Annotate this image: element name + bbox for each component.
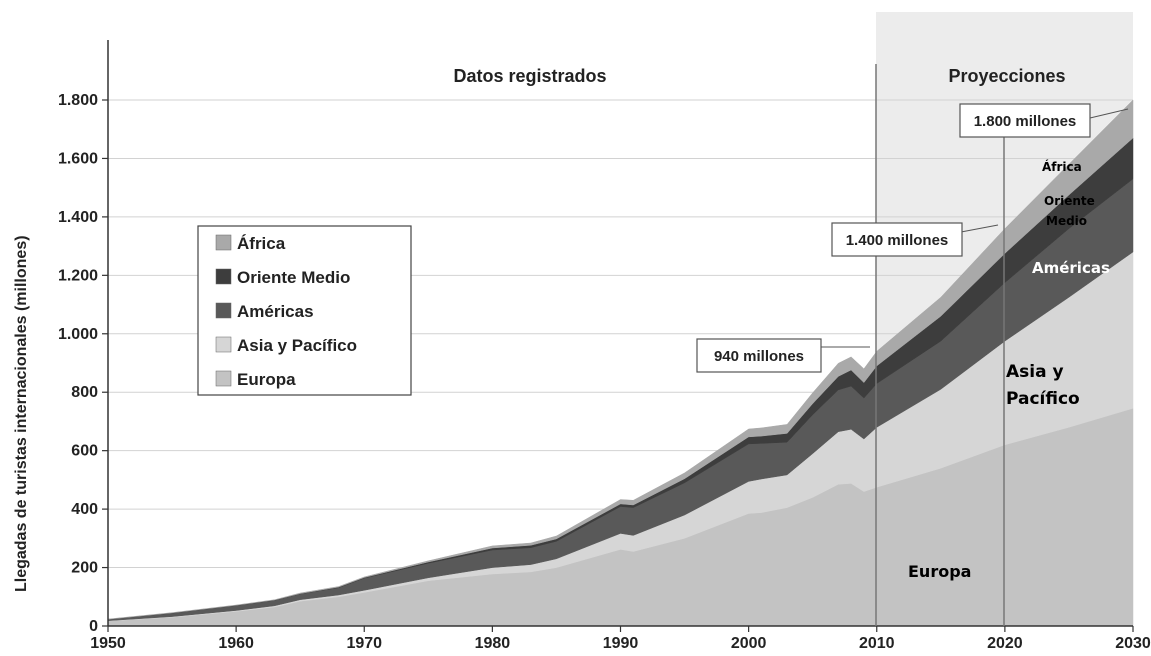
x-tick-label: 1990	[603, 635, 639, 652]
y-tick-label: 1.400	[58, 209, 98, 226]
legend: África Oriente Medio Américas Asia y Pacífi…	[197, 225, 412, 396]
label-oriente: Oriente	[1044, 194, 1095, 208]
legend-label: Asia y Pacífico	[237, 336, 357, 355]
y-tick-label: 1.200	[58, 267, 98, 284]
legend-swatch	[215, 234, 232, 251]
callout-940-box	[696, 338, 822, 373]
x-tick-label: 1950	[90, 635, 126, 652]
legend-swatch	[215, 302, 232, 319]
section-projections-label: Proyecciones	[948, 66, 1065, 86]
label-africa: África	[1042, 159, 1082, 174]
y-tick-label: 1.800	[58, 92, 98, 109]
label-europa: Europa	[908, 562, 971, 581]
legend-label: Américas	[237, 302, 314, 321]
x-tick-label: 1980	[475, 635, 511, 652]
callout-940: 940 millones	[696, 338, 870, 373]
x-tick-label: 2010	[859, 635, 895, 652]
callout-940-text: 940 millones	[714, 348, 804, 365]
callout-1800-text: 1.800 millones	[974, 113, 1077, 130]
y-axis-label: Llegadas de turistas internacionales (mi…	[13, 235, 30, 592]
y-tick-label: 400	[71, 501, 98, 518]
x-tick-label: 2000	[731, 635, 767, 652]
y-tick-label: 600	[71, 443, 98, 460]
x-tick-label: 2020	[987, 635, 1023, 652]
x-tick-label: 2030	[1115, 635, 1151, 652]
legend-swatch	[215, 370, 232, 387]
x-axis-ticks: 1950 1960 1970 1980 1990 2000 2010 2020 2030	[90, 626, 1151, 652]
legend-box	[197, 225, 412, 396]
callout-1400-text: 1.400 millones	[846, 232, 949, 249]
x-tick-label: 1960	[218, 635, 254, 652]
legend-swatch	[215, 268, 232, 285]
legend-label: Oriente Medio	[237, 268, 350, 287]
callout-1400-box	[831, 222, 963, 257]
callout-1400-leader	[960, 224, 999, 233]
label-pacifico: Pacífico	[1006, 389, 1080, 409]
label-americas: Américas	[1032, 259, 1110, 277]
y-tick-label: 1.000	[58, 326, 98, 343]
y-tick-label: 1.600	[58, 150, 98, 167]
y-tick-label: 0	[89, 618, 98, 635]
callout-1800-leader	[1089, 108, 1129, 119]
y-axis-ticks: 0 200 400 600 800 1.000 1.200 1.400 1.600 1.800	[58, 92, 108, 635]
area--frica	[107, 99, 1134, 620]
label-asia: Asia y	[1006, 362, 1064, 382]
x-tick-label: 1970	[346, 635, 382, 652]
callout-1400: 1.400 millones	[831, 222, 999, 257]
legend-swatch	[215, 336, 232, 353]
callout-1800: 1.800 millones	[959, 103, 1129, 138]
section-recorded-label: Datos registrados	[453, 66, 606, 86]
callout-1800-box	[959, 103, 1091, 138]
legend-label: Europa	[237, 370, 296, 389]
label-medio: Medio	[1046, 214, 1087, 228]
y-tick-label: 800	[71, 384, 98, 401]
y-tick-label: 200	[71, 560, 98, 577]
legend-label: África	[237, 234, 286, 253]
